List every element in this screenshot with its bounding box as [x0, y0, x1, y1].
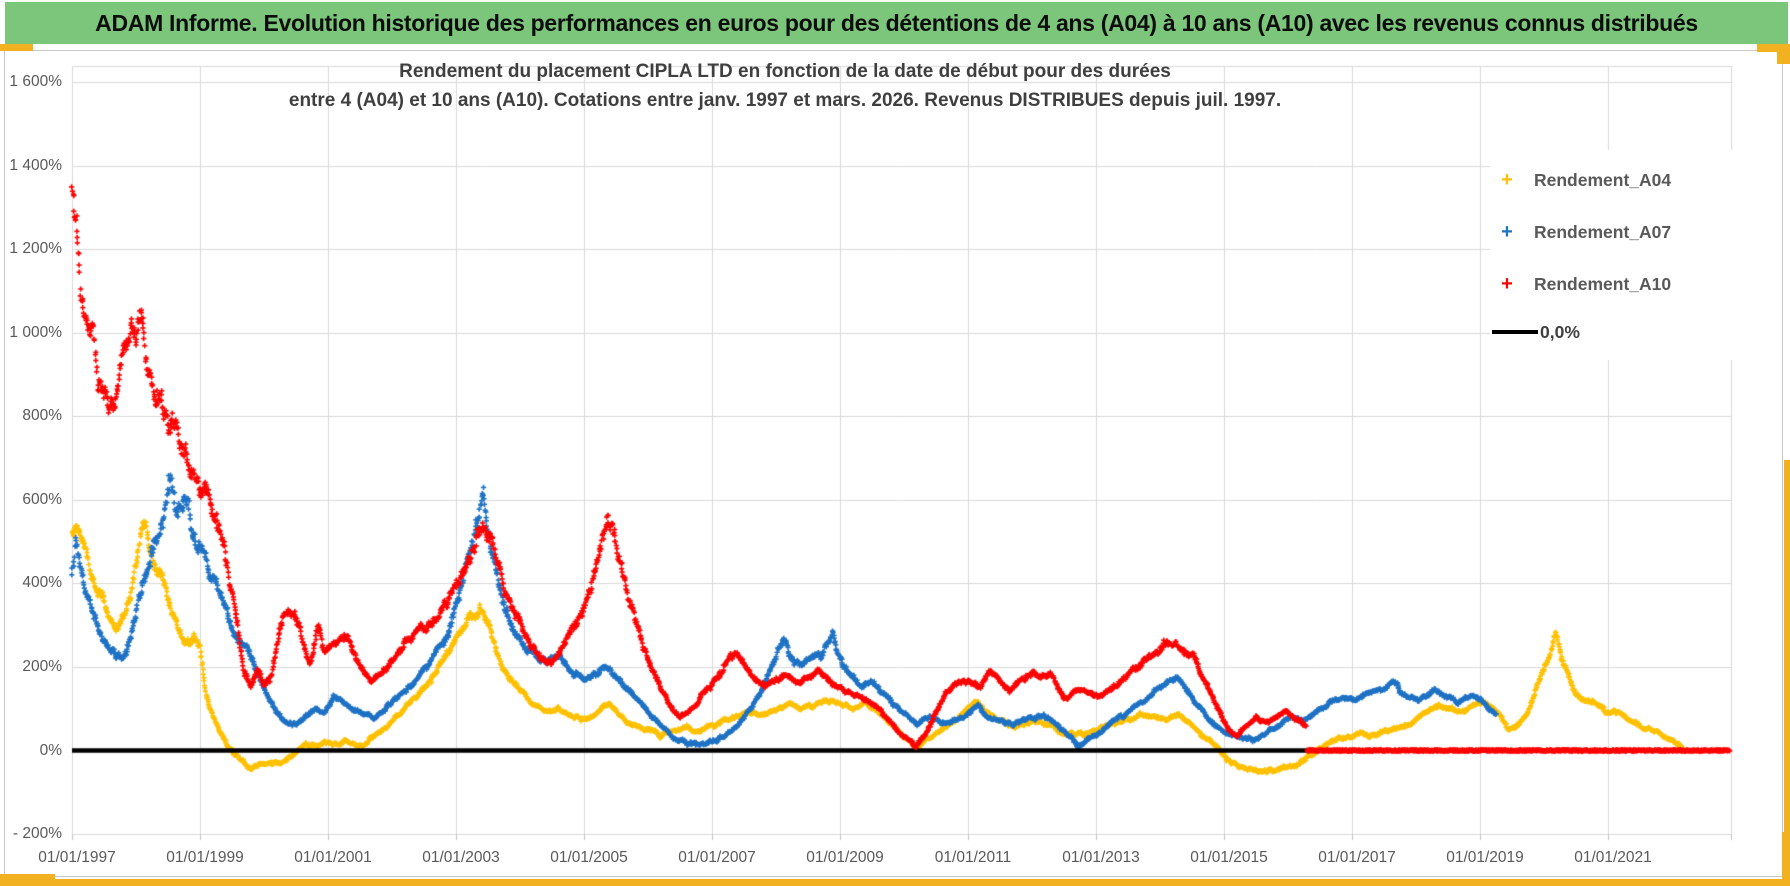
gold-accent-right-edge [1784, 460, 1790, 886]
gold-accent-bottom-right-corner [1782, 832, 1790, 886]
gold-accent-top-right [1757, 44, 1790, 52]
chart-title: Rendement du placement CIPLA LTD en fonc… [90, 57, 1480, 115]
y-axis-label: 800% [22, 407, 62, 425]
legend-label-a07: Rendement_A07 [1534, 221, 1672, 242]
legend-label-zero: 0,0% [1540, 321, 1580, 342]
chart-title-line2: entre 4 (A04) et 10 ans (A10). Cotations… [288, 90, 1282, 111]
legend-plus-marker-a10: + [1501, 273, 1513, 295]
gold-accent-bottom-edge [0, 879, 1790, 886]
legend-label-a10: Rendement_A10 [1534, 273, 1672, 294]
legend-item-a10[interactable]: + Rendement_A10 [1490, 267, 1746, 301]
legend-plus-marker-a04: + [1501, 169, 1513, 191]
legend-plus-marker-a07: + [1501, 221, 1513, 243]
gold-accent-top-right-corner [1777, 50, 1790, 64]
x-axis-label: 01/01/1999 [166, 849, 244, 866]
x-axis-label: 01/01/2013 [1062, 849, 1140, 866]
x-axis-label: 01/01/2019 [1446, 849, 1524, 866]
x-axis-label: 01/01/2017 [1318, 849, 1396, 866]
gold-accent-top-left [0, 44, 33, 51]
banner-title: ADAM Informe. Evolution historique des p… [95, 9, 1698, 36]
y-axis-label: 200% [22, 657, 62, 675]
banner: ADAM Informe. Evolution historique des p… [5, 2, 1788, 44]
x-axis-label: 01/01/1997 [38, 849, 116, 866]
x-axis-label: 01/01/2001 [294, 849, 372, 866]
legend[interactable]: + Rendement_A04 + Rendement_A07 + Rendement_A… [1490, 150, 1746, 360]
legend-label-a04: Rendement_A04 [1534, 169, 1672, 190]
y-axis-label: 0% [39, 741, 62, 759]
legend-item-zero[interactable]: 0,0% [1490, 315, 1746, 349]
y-axis-label: 1 000% [9, 323, 62, 341]
legend-item-a07[interactable]: + Rendement_A07 [1490, 215, 1746, 249]
y-axis-label: 1 200% [9, 240, 62, 258]
x-axis-label: 01/01/2015 [1190, 849, 1268, 866]
x-axis-label: 01/01/2005 [550, 849, 628, 866]
y-axis-label: 1 600% [9, 73, 62, 91]
gold-accent-bottom-left-block [0, 874, 55, 886]
x-axis-label: 01/01/2021 [1574, 849, 1652, 866]
y-axis-label: 600% [22, 490, 62, 508]
y-axis-label: - 200% [12, 825, 62, 843]
legend-line-swatch [1492, 329, 1538, 335]
legend-item-a04[interactable]: + Rendement_A04 [1490, 163, 1746, 197]
y-axis-label: 400% [22, 574, 62, 592]
x-axis-label: 01/01/2009 [806, 849, 884, 866]
x-axis-label: 01/01/2011 [934, 849, 1012, 866]
x-axis-label: 01/01/2003 [422, 849, 500, 866]
x-axis-label: 01/01/2007 [678, 849, 756, 866]
chart-title-line1: Rendement du placement CIPLA LTD en fonc… [399, 61, 1171, 82]
y-axis-label: 1 400% [9, 156, 62, 174]
